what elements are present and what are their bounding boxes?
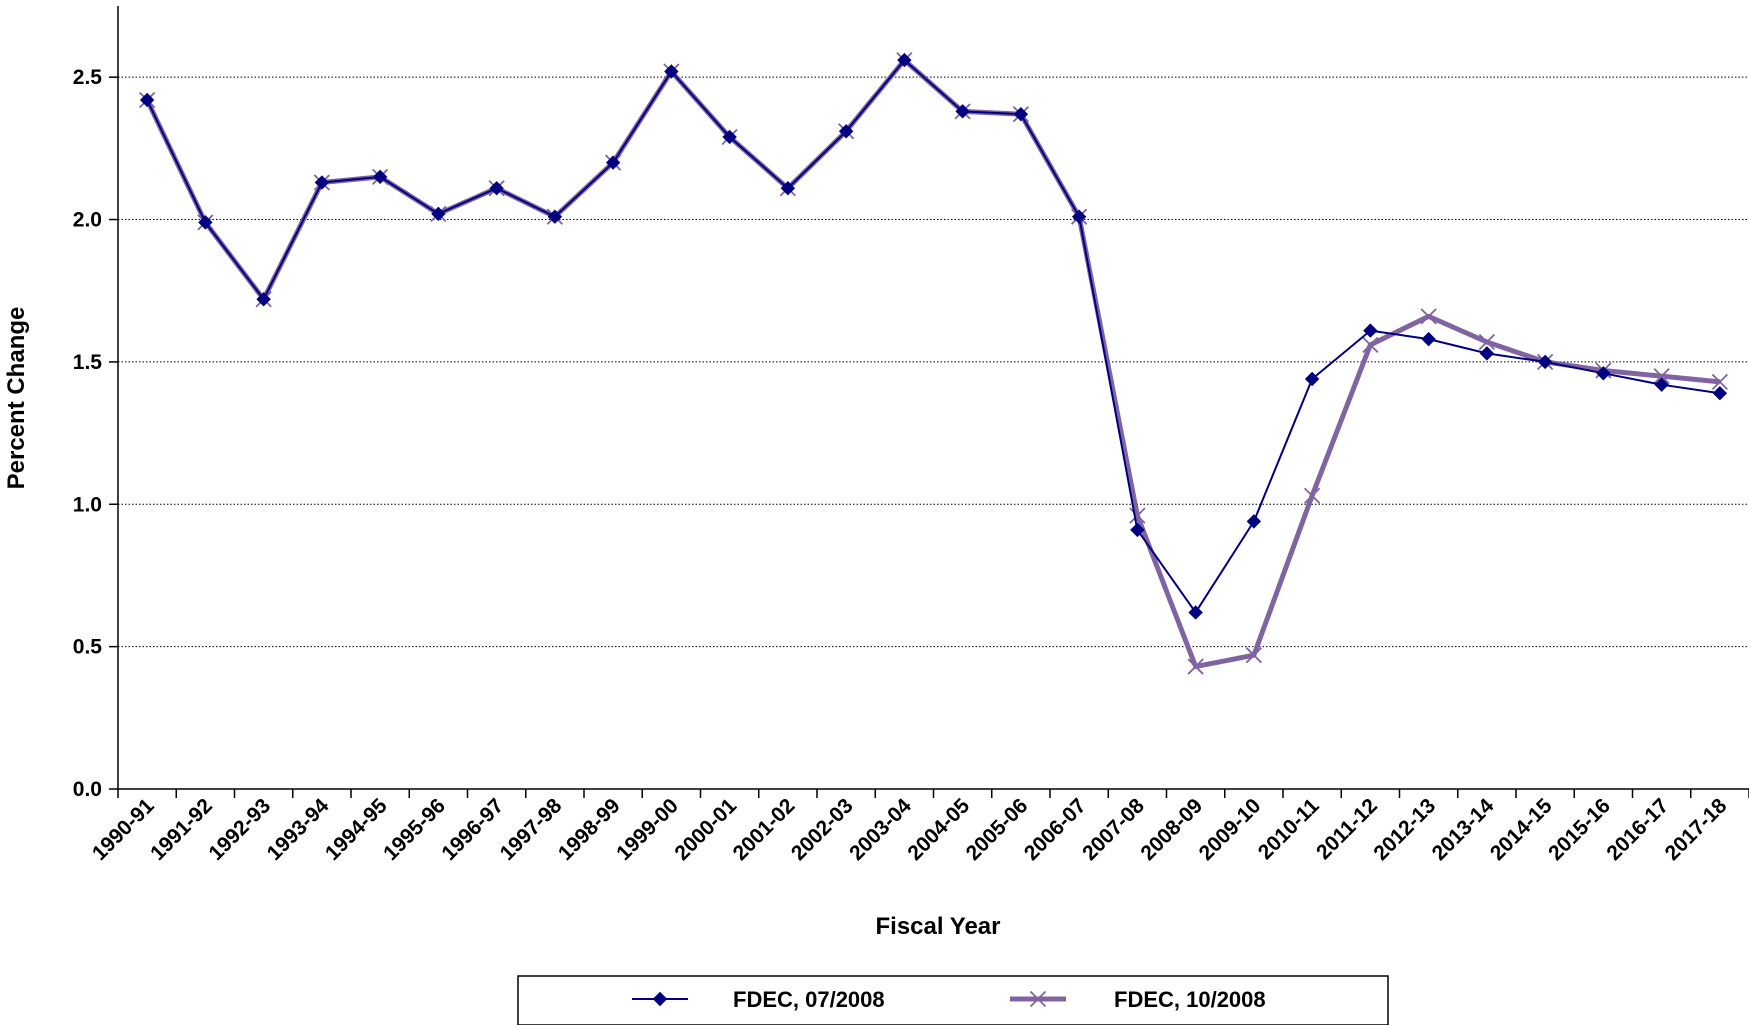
series-line — [144, 57, 1721, 670]
x-tick-label: 2013-14 — [1428, 794, 1499, 865]
point — [838, 124, 854, 139]
x-tick-label: 1997-98 — [496, 794, 567, 865]
x-axis-ticks: 1990-911991-921992-931993-941994-951995-… — [88, 789, 1749, 865]
point — [664, 64, 679, 79]
point — [1129, 507, 1146, 524]
y-tick-label: 1.0 — [73, 493, 102, 516]
x-tick-label: 1999-00 — [612, 794, 683, 865]
point — [1654, 377, 1669, 392]
point — [1711, 373, 1729, 390]
x-tick-label: 2010-11 — [1254, 794, 1324, 864]
x-tick-label: 1994-95 — [321, 794, 392, 865]
legend-item: FDEC, 07/2008 — [632, 987, 885, 1012]
x-tick-label: 2017-18 — [1661, 794, 1732, 865]
x-tick-label: 1998-99 — [554, 794, 625, 865]
x-tick-label: 2007-08 — [1078, 794, 1149, 865]
y-tick-label: 2.5 — [73, 66, 103, 89]
point — [1304, 371, 1320, 387]
point — [722, 129, 737, 145]
point — [256, 292, 271, 307]
point — [1420, 308, 1437, 325]
x-tick-label: 2000-01 — [670, 794, 741, 865]
y-tick-label: 2.0 — [73, 209, 102, 232]
series-fdec-07-2008 — [139, 52, 1728, 620]
x-tick-label: 2009-10 — [1195, 794, 1266, 865]
legend-item: FDEC, 10/2008 — [1010, 987, 1266, 1012]
point — [1712, 386, 1728, 401]
point — [1130, 522, 1145, 538]
point — [198, 215, 213, 230]
point — [1071, 209, 1087, 224]
point — [1188, 605, 1203, 620]
x-tick-label: 2011-12 — [1312, 794, 1382, 864]
legend-box — [517, 975, 1389, 1025]
point — [1537, 354, 1553, 370]
point — [1363, 323, 1378, 338]
x-tick-label: 2001-02 — [729, 794, 800, 865]
x-tick-label: 1993-94 — [263, 794, 334, 865]
point — [955, 104, 970, 119]
x-tick-label: 2015-16 — [1544, 794, 1615, 865]
point — [780, 181, 796, 196]
x-tick-label: 2003-04 — [845, 794, 916, 865]
point — [314, 175, 330, 190]
x-tick-label: 2004-05 — [903, 794, 974, 865]
point — [652, 991, 668, 1007]
point — [489, 181, 504, 196]
series-fdec-10-2008 — [138, 51, 1729, 675]
legend-label: FDEC, 10/2008 — [1114, 987, 1266, 1012]
x-tick-label: 1996-97 — [437, 794, 508, 865]
point — [1478, 333, 1496, 351]
point — [1596, 366, 1611, 381]
point — [1029, 990, 1047, 1008]
x-tick-label: 2002-03 — [787, 794, 858, 865]
x-tick-label: 1991-92 — [146, 794, 217, 865]
gridlines — [118, 76, 1749, 648]
x-axis-title: Fiscal Year — [876, 913, 1001, 940]
x-tick-label: 2016-17 — [1602, 794, 1673, 865]
x-tick-label: 2008-09 — [1136, 794, 1207, 865]
legend: FDEC, 07/2008 FDEC, 10/2008 — [517, 975, 1389, 1025]
legend-label: FDEC, 07/2008 — [733, 987, 885, 1012]
series-line — [146, 59, 1721, 614]
y-tick-label: 0.5 — [73, 636, 103, 659]
point — [1303, 487, 1321, 504]
point — [1653, 368, 1670, 385]
point — [1246, 514, 1262, 529]
x-tick-label: 1995-96 — [379, 794, 450, 865]
point — [1479, 346, 1495, 361]
series-group — [138, 51, 1729, 675]
x-tick-label: 1990-91 — [88, 794, 159, 865]
point — [1421, 331, 1436, 347]
point — [139, 92, 155, 108]
x-tick-label: 2012-13 — [1369, 794, 1440, 865]
point — [547, 209, 563, 224]
point — [372, 169, 388, 185]
point — [605, 155, 621, 170]
x-tick-label: 2014-15 — [1486, 794, 1557, 865]
y-tick-label: 0.0 — [73, 778, 102, 801]
point — [1245, 647, 1263, 664]
x-tick-label: 1992-93 — [204, 794, 275, 865]
x-tick-label: 2005-06 — [962, 794, 1033, 865]
y-tick-label: 1.5 — [73, 351, 103, 374]
point — [897, 52, 912, 68]
y-axis-title: Percent Change — [3, 307, 30, 490]
point — [1187, 658, 1204, 675]
axes — [117, 6, 1749, 790]
x-tick-label: 2006-07 — [1020, 794, 1091, 865]
y-axis-ticks: 0.0 0.5 1.0 1.5 2.0 2.5 — [73, 66, 118, 801]
point — [1362, 336, 1379, 353]
point — [1013, 106, 1029, 122]
point — [431, 206, 446, 222]
